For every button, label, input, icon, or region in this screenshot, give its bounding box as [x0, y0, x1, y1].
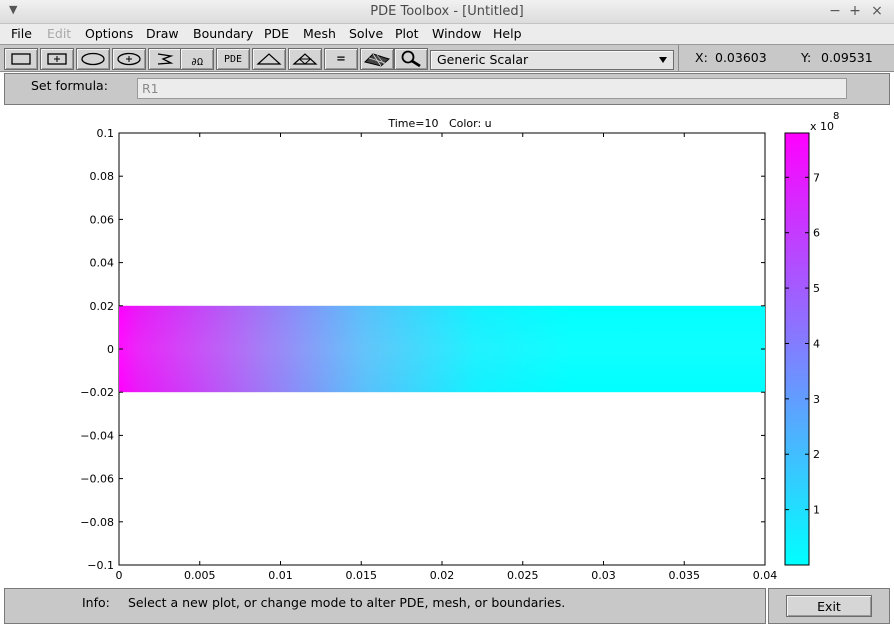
refine-mesh-icon [292, 53, 318, 65]
boundary-icon: ∂Ω [190, 56, 204, 68]
menu-plot[interactable]: Plot [395, 26, 419, 41]
maximize-icon[interactable]: + [849, 3, 861, 19]
toolbar: ∂Ω PDE = Generic Scalar X: 0.03603 Y: 0.… [0, 44, 894, 72]
y-coord-label: Y: [801, 50, 812, 65]
y-tick-label: −0.08 [80, 516, 114, 529]
triangle-icon [256, 53, 282, 65]
colorbar-scale-exponent: 8 [833, 111, 839, 122]
y-tick-label: 0.02 [90, 300, 115, 313]
application-mode-select[interactable]: Generic Scalar [430, 50, 674, 70]
colorbar-tick-label: 3 [813, 393, 820, 406]
x-tick-label: 0.02 [430, 569, 455, 582]
x-tick-label: 0.035 [669, 569, 701, 582]
solution-plot[interactable]: Time=10 Color: u 0 0.005 0.01 0.015 0.02 0.02… [0, 106, 894, 588]
colorbar-tick-label: 1 [813, 504, 820, 517]
colorbar-tick-label: 4 [813, 337, 820, 350]
set-formula-input[interactable]: R1 [137, 78, 847, 99]
equals-icon: = [336, 51, 346, 67]
y-tick-label: −0.02 [80, 386, 114, 399]
draw-centered-rectangle-button[interactable] [40, 48, 74, 70]
y-tick-label: −0.06 [80, 473, 114, 486]
menu-file[interactable]: File [11, 26, 32, 41]
y-coord-value: 0.09531 [821, 50, 873, 65]
menu-draw[interactable]: Draw [146, 26, 179, 41]
menu-options[interactable]: Options [85, 26, 134, 41]
y-tick-label: −0.1 [87, 559, 114, 572]
zoom-icon [401, 50, 421, 68]
colorbar-tick-label: 6 [813, 227, 820, 240]
solution-domain-shading [119, 305, 765, 393]
info-panel: Info: Select a new plot, or change mode … [4, 588, 766, 624]
centered-rectangle-icon [47, 53, 67, 65]
exit-button[interactable]: Exit [786, 595, 872, 617]
colorbar [784, 132, 810, 566]
formula-bar: Set formula: R1 [0, 72, 894, 106]
x-coord-value: 0.03603 [715, 50, 767, 65]
x-tick-label: 0.015 [346, 569, 378, 582]
close-icon[interactable]: × [871, 3, 883, 19]
set-formula-label: Set formula: [31, 78, 108, 93]
init-mesh-button[interactable] [252, 48, 286, 70]
menu-edit[interactable]: Edit [47, 26, 72, 41]
info-label: Info: [82, 595, 110, 610]
surface-plot-icon [364, 53, 391, 67]
plot-title: Time=10 Color: u [387, 117, 491, 130]
menu-boundary[interactable]: Boundary [193, 26, 254, 41]
draw-centered-ellipse-button[interactable] [112, 48, 146, 70]
draw-rectangle-button[interactable] [4, 48, 38, 70]
boundary-mode-button[interactable]: ∂Ω [180, 48, 214, 70]
x-axis: 0 0.005 0.01 0.015 0.02 0.025 0.03 0.035 0.04 [116, 133, 778, 582]
menubar: File Edit Options Draw Boundary PDE Mesh Solve P… [0, 24, 894, 44]
x-tick-label: 0.03 [591, 569, 616, 582]
menu-mesh[interactable]: Mesh [303, 26, 336, 41]
formula-panel: Set formula: R1 [4, 73, 890, 105]
minimize-icon[interactable]: − [829, 3, 841, 19]
colorbar-tick-label: 7 [813, 171, 820, 184]
y-axis: 0.1 0.08 0.06 0.04 0.02 0 −0.02 −0.04 −0.06 −0.08… [80, 127, 765, 572]
x-tick-label: 0.04 [753, 569, 778, 582]
menu-window[interactable]: Window [432, 26, 482, 41]
info-text: Select a new plot, or change mode to alt… [128, 595, 566, 610]
x-tick-label: 0.005 [184, 569, 216, 582]
status-bar: Info: Select a new plot, or change mode … [0, 588, 894, 626]
x-tick-label: 0.025 [507, 569, 539, 582]
draw-ellipse-button[interactable] [76, 48, 110, 70]
window-title: PDE Toolbox - [Untitled] [370, 4, 524, 19]
y-tick-label: 0.08 [90, 170, 115, 183]
x-coord-label: X: [695, 50, 708, 65]
window-menu-icon[interactable]: ▼ [9, 3, 18, 16]
plot-solution-button[interactable] [360, 48, 394, 70]
ellipse-icon [81, 52, 105, 66]
colorbar-ticks: 1 2 3 4 5 6 7 [785, 171, 820, 517]
solve-button[interactable]: = [324, 48, 358, 70]
polygon-icon [157, 53, 174, 65]
y-tick-label: −0.04 [80, 429, 114, 442]
colorbar-tick-label: 2 [813, 448, 820, 461]
y-tick-label: 0.1 [97, 127, 115, 140]
application-mode-value: Generic Scalar [437, 52, 529, 67]
x-tick-label: 0 [116, 569, 123, 582]
menu-help[interactable]: Help [493, 26, 522, 41]
pde-icon: PDE [223, 53, 243, 65]
y-tick-label: 0 [107, 343, 114, 356]
centered-ellipse-icon [117, 52, 141, 66]
menu-solve[interactable]: Solve [349, 26, 384, 41]
y-tick-label: 0.04 [90, 257, 115, 270]
menu-pde[interactable]: PDE [264, 26, 290, 41]
y-tick-label: 0.06 [90, 213, 115, 226]
colorbar-scale-label: x 10 [810, 120, 834, 133]
colorbar-tick-label: 5 [813, 282, 820, 295]
rectangle-icon [11, 53, 31, 65]
window-titlebar: ▼ PDE Toolbox - [Untitled] − + × [0, 0, 894, 24]
coordinate-readout: X: 0.03603 Y: 0.09531 [678, 45, 894, 71]
exit-panel: Exit [768, 588, 890, 624]
chevron-down-icon [659, 57, 667, 63]
zoom-button[interactable] [394, 48, 428, 70]
pde-spec-button[interactable]: PDE [216, 48, 250, 70]
draw-polygon-button[interactable] [148, 48, 182, 70]
plot-area[interactable]: Time=10 Color: u 0 0.005 0.01 0.015 0.02 0.02… [0, 106, 894, 588]
x-tick-label: 0.01 [268, 569, 293, 582]
refine-mesh-button[interactable] [288, 48, 322, 70]
